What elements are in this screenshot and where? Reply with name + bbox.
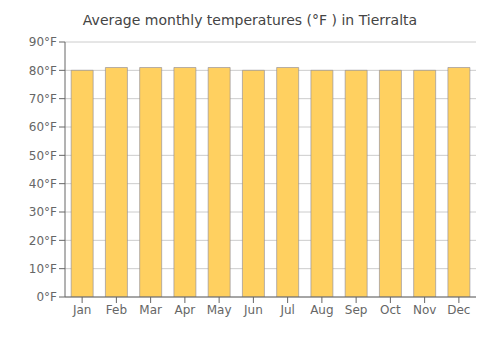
svg-text:Jan: Jan [72,303,92,317]
svg-text:70°F: 70°F [29,92,57,106]
svg-text:Feb: Feb [106,303,127,317]
svg-text:Jul: Jul [279,303,294,317]
svg-text:May: May [207,303,232,317]
svg-text:Aug: Aug [310,303,333,317]
svg-text:Mar: Mar [139,303,162,317]
html-text:Average monthly temperatures (: Average monthly temperatures (°F ) in Ti… [82,12,418,28]
svg-text:60°F: 60°F [29,120,57,134]
svg-text:0°F: 0°F [36,290,57,304]
svg-text:Jun: Jun [243,303,263,317]
svg-text:40°F: 40°F [29,177,57,191]
svg-text:20°F: 20°F [29,234,57,248]
svg-text:10°F: 10°F [29,262,57,276]
svg-text:90°F: 90°F [29,35,57,49]
svg-text:80°F: 80°F [29,64,57,78]
svg-text:Oct: Oct [380,303,401,317]
svg-text:30°F: 30°F [29,205,57,219]
svg-text:Sep: Sep [345,303,368,317]
svg-text:50°F: 50°F [29,149,57,163]
svg-text:Nov: Nov [413,303,436,317]
svg-text:Apr: Apr [174,303,195,317]
svg-text:Dec: Dec [447,303,470,317]
